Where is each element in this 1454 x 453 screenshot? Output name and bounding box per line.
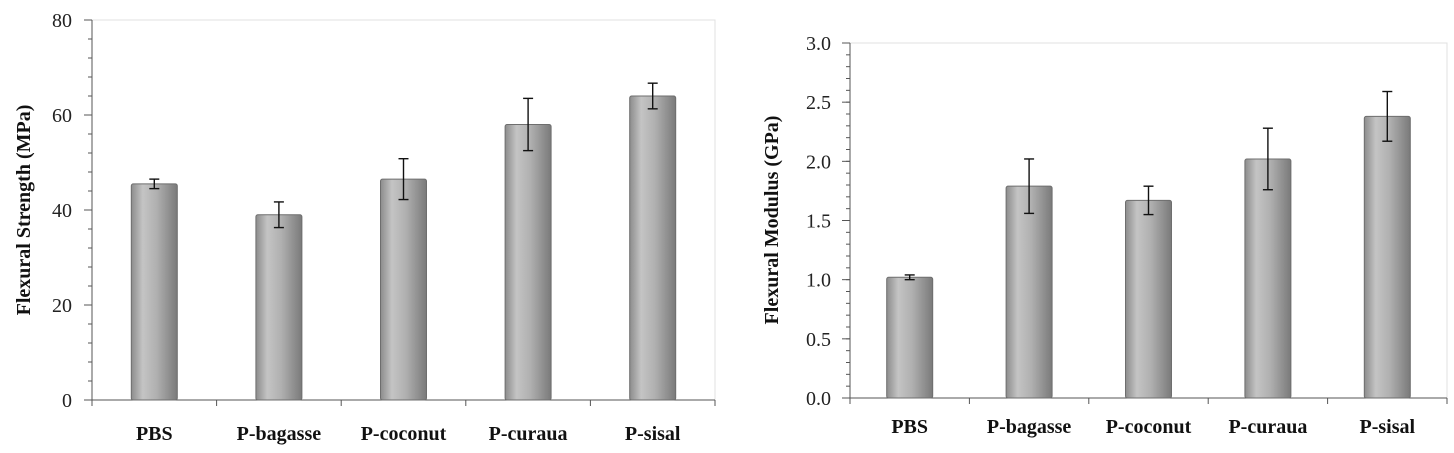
bar-p-sisal — [629, 95, 677, 401]
y-tick-label: 20 — [52, 295, 72, 317]
x-category-label: PBS — [136, 423, 173, 445]
y-tick-label: 3.0 — [806, 33, 831, 55]
y-tick-label: 2.0 — [806, 151, 831, 173]
x-category-label: P-sisal — [625, 423, 681, 445]
flexural-modulus-chart: Flexural Modulus (GPa) 0.0 0.5 1.0 1.5 2.0 2.… — [761, 33, 1448, 438]
x-category-label: P-bagasse — [237, 423, 322, 445]
x-category-label: P-sisal — [1360, 416, 1416, 438]
x-category-label: PBS — [891, 416, 928, 438]
y-axis-title: Flexural Strength (MPa) — [13, 105, 35, 316]
y-tick-label: 2.5 — [806, 92, 831, 114]
x-category-label: P-bagasse — [987, 416, 1072, 438]
y-tick-label: 1.5 — [806, 211, 831, 233]
x-category-label: P-curaua — [489, 423, 568, 445]
y-axis-title: Flexural Modulus (GPa) — [761, 116, 783, 325]
y-tick-label: 60 — [52, 105, 72, 127]
bar-p-coconut — [380, 178, 427, 401]
plot-frame — [850, 42, 1448, 398]
x-category-label: P-coconut — [361, 423, 447, 445]
bar-pbs — [886, 276, 934, 399]
bar-p-bagasse — [255, 214, 303, 401]
y-tick-label: 0 — [62, 390, 72, 412]
x-category-label: P-coconut — [1106, 416, 1192, 438]
y-tick-label: 0.5 — [806, 329, 831, 351]
plot-frame — [92, 19, 716, 400]
bar-p-curaua — [504, 124, 552, 401]
bar-p-coconut — [1125, 199, 1172, 399]
bar-p-curaua — [1244, 158, 1292, 399]
y-tick-label: 0.0 — [806, 388, 831, 410]
bar-p-bagasse — [1005, 185, 1053, 399]
bar-p-sisal — [1363, 115, 1411, 399]
y-tick-label: 80 — [52, 10, 72, 32]
bar-pbs — [130, 183, 178, 401]
flexural-strength-chart: Flexural Strength (MPa) 0 20 40 60 80 PBS P-ba… — [13, 10, 716, 445]
x-category-label: P-curaua — [1228, 416, 1307, 438]
y-tick-label: 1.0 — [806, 270, 831, 292]
y-tick-label: 40 — [52, 200, 72, 222]
